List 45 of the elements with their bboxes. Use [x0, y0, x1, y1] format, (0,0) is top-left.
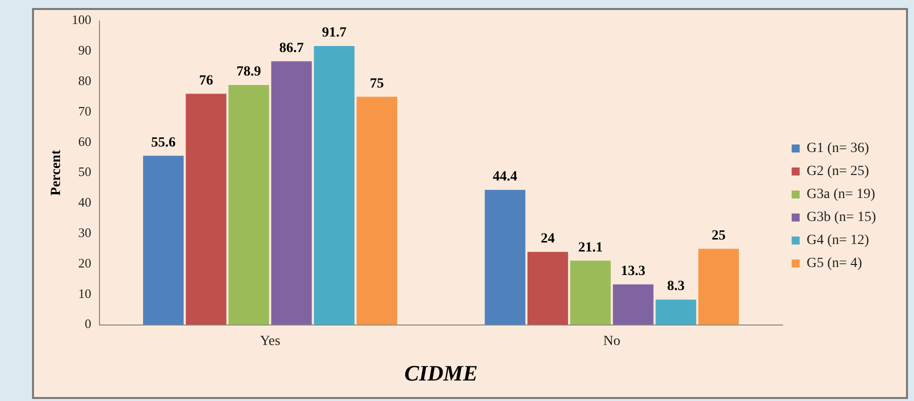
y-tick-label: 60 — [78, 134, 92, 149]
data-label: 55.6 — [151, 135, 176, 150]
y-tick-label: 0 — [84, 316, 92, 332]
bar — [484, 190, 526, 325]
y-axis-title: Percent — [49, 150, 64, 196]
data-label: 24 — [540, 231, 555, 246]
bar — [527, 252, 568, 325]
bar — [570, 260, 611, 325]
bar — [228, 84, 270, 325]
data-label: 78.9 — [236, 64, 262, 80]
data-label: 25 — [712, 228, 726, 244]
data-label: 21.1 — [578, 240, 603, 256]
y-tick-label: 100 — [72, 12, 92, 28]
legend-label: G3a (n= 19) — [806, 187, 876, 202]
x-axis-title: CIDME — [404, 360, 478, 386]
legend-label: G3b (n= 15) — [806, 210, 876, 226]
data-label: 44.4 — [492, 169, 518, 184]
x-tick-label: No — [603, 334, 620, 349]
data-label: 13.3 — [620, 264, 646, 279]
y-tick-label: 30 — [78, 225, 92, 240]
legend-label: G4 (n= 12) — [806, 233, 870, 248]
data-label: 75 — [370, 76, 384, 92]
bar — [314, 46, 354, 325]
y-tick-label: 10 — [78, 286, 92, 301]
legend-label: G2 (n= 25) — [806, 164, 870, 180]
legend-label: G5 (n= 4) — [806, 256, 862, 272]
x-tick-label: Yes — [260, 334, 280, 349]
data-label: 86.7 — [279, 40, 304, 56]
bar — [356, 96, 398, 325]
bar — [143, 156, 184, 325]
bar — [698, 248, 739, 325]
bar — [271, 61, 312, 325]
y-tick-label: 20 — [78, 255, 92, 270]
bar — [656, 300, 696, 325]
data-label: 76 — [199, 73, 214, 88]
bar — [186, 94, 226, 325]
y-tick-label: 70 — [78, 103, 92, 118]
data-label: 8.3 — [667, 279, 685, 294]
y-tick-label: 50 — [78, 164, 92, 180]
y-tick-label: 80 — [78, 73, 92, 88]
y-tick-label: 40 — [78, 194, 92, 210]
data-label: 91.7 — [322, 26, 346, 41]
bar — [612, 284, 654, 325]
y-tick-label: 90 — [78, 42, 92, 58]
legend-label: G1 (n= 36) — [806, 141, 870, 156]
